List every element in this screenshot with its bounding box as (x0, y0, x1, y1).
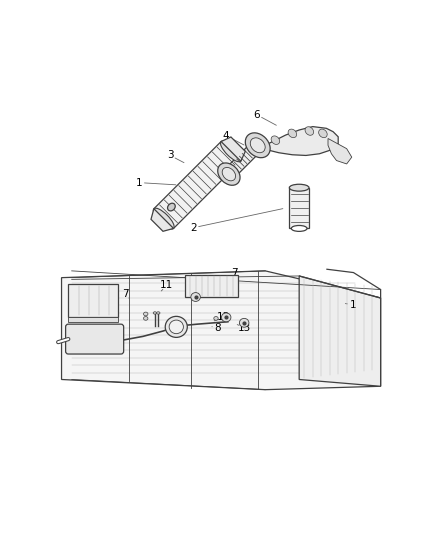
Ellipse shape (168, 203, 175, 211)
Text: 13: 13 (199, 277, 212, 287)
Polygon shape (221, 137, 245, 161)
Polygon shape (151, 209, 173, 231)
Ellipse shape (144, 312, 148, 316)
Text: 10: 10 (68, 328, 81, 338)
Ellipse shape (191, 293, 200, 302)
Polygon shape (68, 317, 117, 322)
Text: 4: 4 (223, 131, 230, 141)
Text: 13: 13 (68, 300, 81, 310)
Ellipse shape (291, 225, 307, 231)
Text: 1: 1 (136, 177, 142, 188)
Ellipse shape (288, 129, 297, 138)
Text: 7: 7 (122, 288, 129, 298)
Ellipse shape (290, 184, 309, 191)
FancyBboxPatch shape (66, 324, 124, 354)
Polygon shape (299, 276, 381, 386)
Polygon shape (290, 188, 309, 229)
Ellipse shape (250, 138, 265, 153)
Ellipse shape (245, 133, 270, 158)
Ellipse shape (153, 312, 156, 314)
Polygon shape (61, 271, 381, 390)
Ellipse shape (153, 208, 174, 229)
Ellipse shape (318, 129, 327, 138)
Ellipse shape (222, 313, 231, 322)
Ellipse shape (220, 141, 241, 162)
Ellipse shape (305, 127, 314, 135)
Text: 1: 1 (350, 300, 356, 310)
Ellipse shape (271, 136, 280, 144)
Ellipse shape (156, 312, 160, 314)
Polygon shape (225, 141, 261, 178)
Text: 13: 13 (237, 322, 251, 333)
Text: 3: 3 (167, 150, 173, 160)
Ellipse shape (165, 317, 187, 337)
Polygon shape (154, 142, 241, 229)
FancyBboxPatch shape (185, 275, 238, 297)
Polygon shape (328, 139, 352, 164)
Text: 11: 11 (160, 280, 173, 290)
Ellipse shape (169, 320, 184, 334)
Ellipse shape (218, 163, 240, 185)
Ellipse shape (240, 318, 249, 327)
Text: 8: 8 (214, 322, 221, 333)
Ellipse shape (222, 167, 236, 181)
FancyBboxPatch shape (68, 285, 117, 317)
Text: 12: 12 (95, 294, 108, 304)
Text: 13: 13 (217, 312, 230, 322)
Text: 2: 2 (190, 223, 197, 233)
Text: 7: 7 (231, 268, 238, 278)
Ellipse shape (214, 317, 218, 320)
Polygon shape (258, 127, 338, 156)
Text: 6: 6 (254, 110, 260, 120)
Ellipse shape (144, 317, 148, 320)
